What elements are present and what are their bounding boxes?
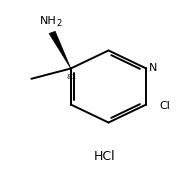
Text: N: N (149, 63, 157, 73)
Polygon shape (49, 31, 71, 69)
Text: &1: &1 (67, 75, 77, 80)
Text: Cl: Cl (160, 101, 171, 111)
Text: HCl: HCl (94, 150, 115, 163)
Text: NH: NH (40, 16, 56, 26)
Text: 2: 2 (57, 19, 62, 28)
